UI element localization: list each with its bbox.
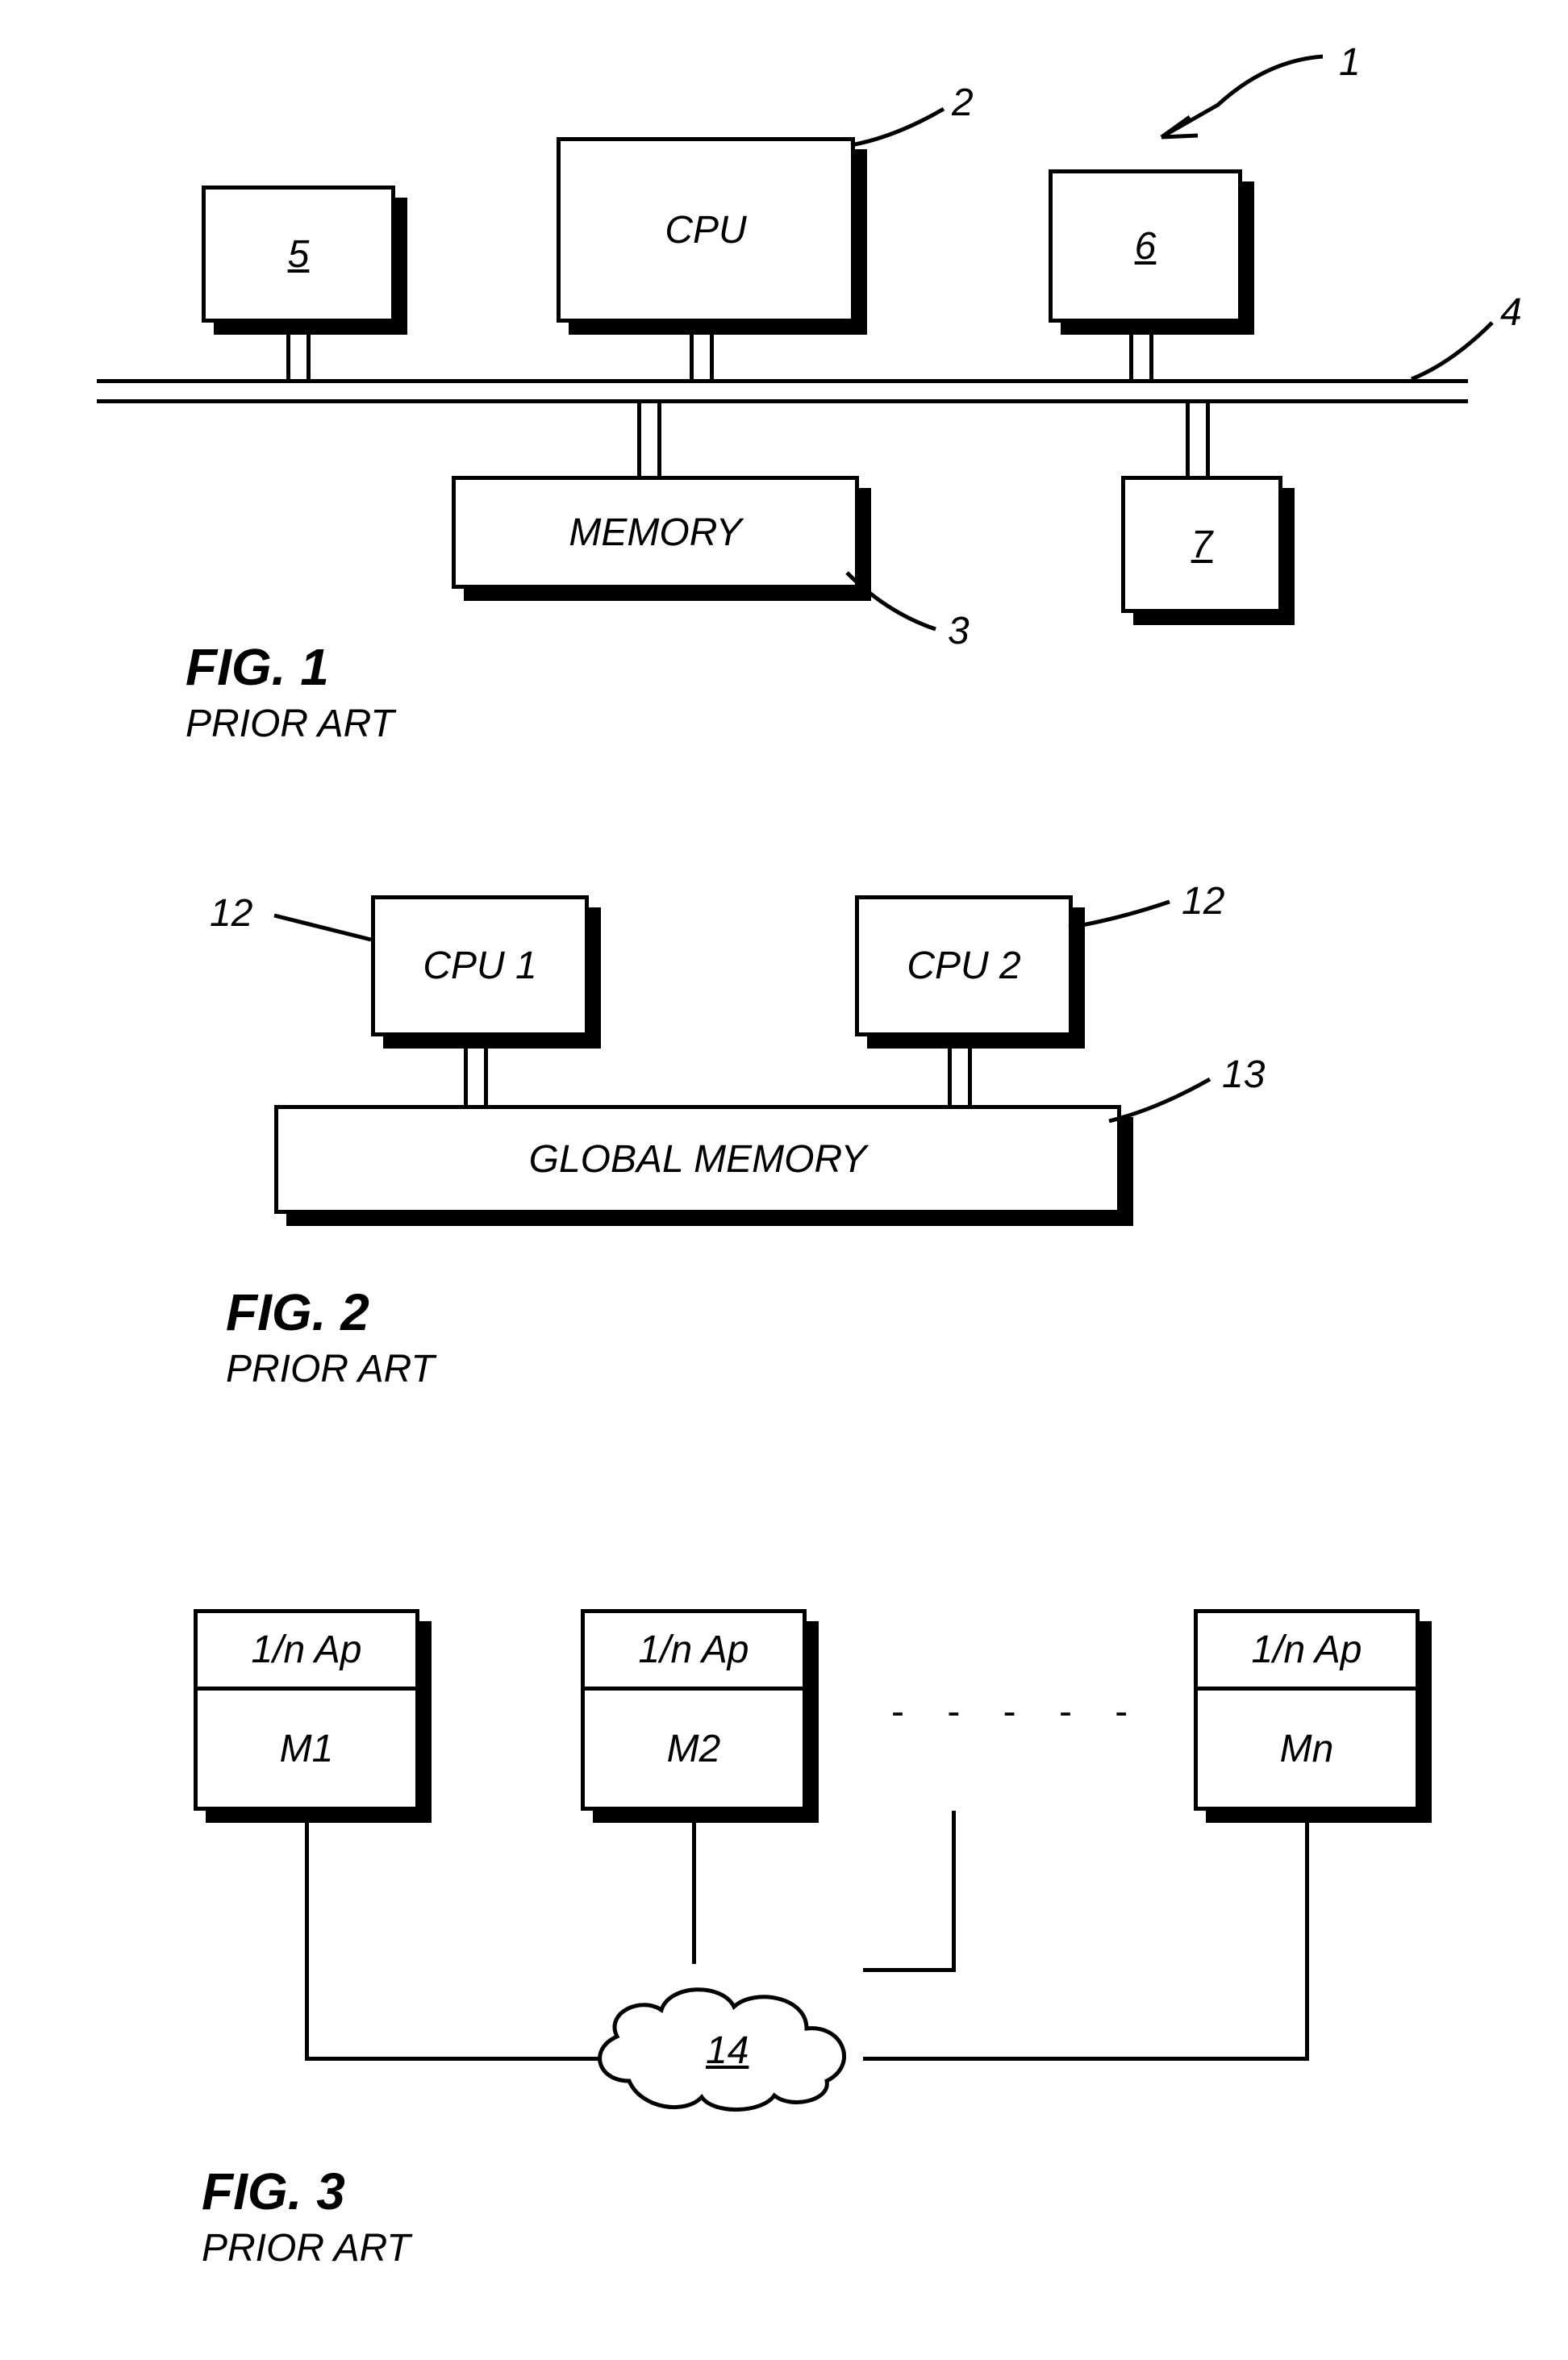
fig2-subtitle: PRIOR ART: [226, 1347, 435, 1391]
box-7: 7: [1121, 476, 1282, 613]
fig3-title: FIG. 3: [202, 2162, 345, 2221]
box-7-label: 7: [1191, 523, 1213, 567]
ref-2: 2: [952, 81, 974, 125]
node-m1: 1/n Ap M1: [194, 1609, 419, 1811]
ref-12-left: 12: [210, 891, 252, 936]
node-mn-bot: Mn: [1280, 1727, 1334, 1771]
shadow: [569, 323, 867, 335]
shadow: [807, 1621, 819, 1823]
ref-4: 4: [1500, 290, 1522, 335]
global-memory-label: GLOBAL MEMORY: [529, 1137, 867, 1182]
shadow: [464, 589, 871, 601]
ref-13: 13: [1222, 1053, 1265, 1097]
node-mn: 1/n Ap Mn: [1194, 1609, 1420, 1811]
shadow: [867, 1036, 1085, 1049]
ref-12-right: 12: [1182, 879, 1224, 924]
node-mn-top: 1/n Ap: [1252, 1628, 1362, 1672]
shadow: [1206, 1811, 1432, 1823]
shadow: [1282, 488, 1295, 625]
shadow: [1121, 1117, 1133, 1226]
shadow: [383, 1036, 601, 1049]
global-memory-box: GLOBAL MEMORY: [274, 1105, 1121, 1214]
ellipsis-dashes: - - - - -: [891, 1690, 1144, 1734]
box-5-label: 5: [288, 232, 310, 277]
shadow: [589, 907, 601, 1049]
shadow: [286, 1214, 1133, 1226]
box-5: 5: [202, 186, 395, 323]
node-m1-bot: M1: [280, 1727, 334, 1771]
shadow: [419, 1621, 432, 1823]
shadow: [1420, 1621, 1432, 1823]
memory-label: MEMORY: [569, 511, 741, 555]
shadow: [214, 323, 407, 335]
node-m2-bot: M2: [667, 1727, 721, 1771]
bus-top-line: [97, 379, 1468, 383]
memory-box: MEMORY: [452, 476, 859, 589]
ref-1: 1: [1339, 40, 1361, 85]
fig1-title: FIG. 1: [186, 637, 329, 697]
cpu1-box: CPU 1: [371, 895, 589, 1036]
node-m1-top: 1/n Ap: [252, 1628, 362, 1672]
cpu2-label: CPU 2: [907, 944, 1020, 988]
shadow: [855, 149, 867, 335]
node-m2-top: 1/n Ap: [639, 1628, 749, 1672]
box-6-label: 6: [1135, 224, 1157, 269]
cpu1-label: CPU 1: [423, 944, 536, 988]
shadow: [1242, 181, 1254, 335]
fig3-subtitle: PRIOR ART: [202, 2226, 411, 2270]
bus-bottom-line: [97, 399, 1468, 403]
box-6: 6: [1049, 169, 1242, 323]
node-m2: 1/n Ap M2: [581, 1609, 807, 1811]
shadow: [593, 1811, 819, 1823]
shadow: [1133, 613, 1295, 625]
cpu-label: CPU: [665, 208, 746, 252]
shadow: [1061, 323, 1254, 335]
cpu-box: CPU: [557, 137, 855, 323]
shadow: [206, 1811, 432, 1823]
fig2-title: FIG. 2: [226, 1282, 369, 1342]
shadow: [395, 198, 407, 335]
ref-14: 14: [706, 2029, 749, 2073]
cpu2-box: CPU 2: [855, 895, 1073, 1036]
fig1-subtitle: PRIOR ART: [186, 702, 394, 746]
ref-3: 3: [948, 609, 970, 653]
